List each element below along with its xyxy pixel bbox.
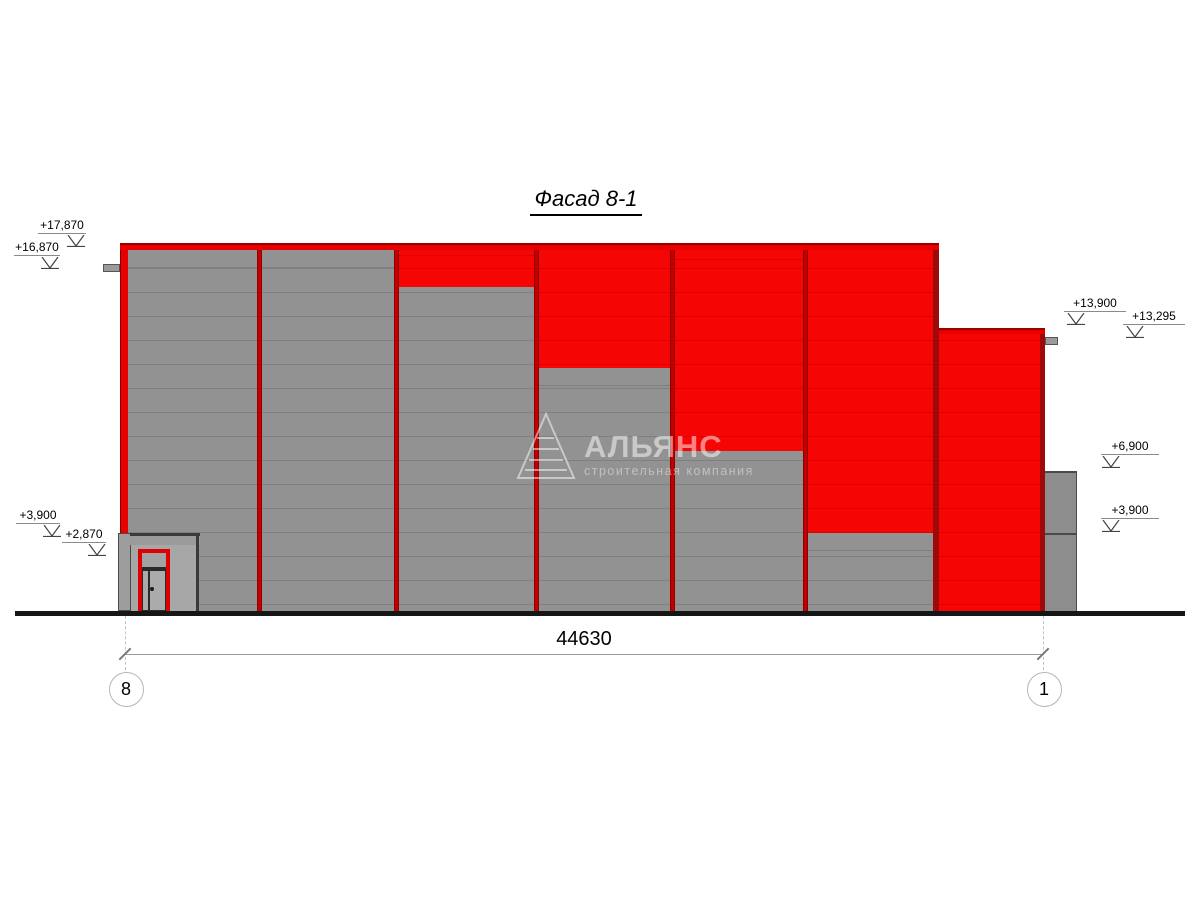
door-transom-window xyxy=(142,553,166,567)
page-title-text: Фасад 8-1 xyxy=(530,186,642,216)
door-handle xyxy=(149,587,154,591)
page-title: Фасад 8-1 xyxy=(441,186,731,216)
facade-bay-panel-gray-5 xyxy=(675,451,803,611)
gutter-outlet-1 xyxy=(103,264,120,272)
elevation-marker-label: +6,900 xyxy=(1101,439,1159,455)
side-block xyxy=(1045,471,1077,611)
facade-bay-panel-gray-4 xyxy=(539,368,670,611)
facade-mullion-5 xyxy=(803,250,808,611)
elevation-level-arrow-icon xyxy=(1126,325,1144,339)
axis-bubble-1: 1 xyxy=(1026,671,1062,707)
facade-bay-panel-gray-3 xyxy=(399,287,534,611)
annex-right-edge-strip xyxy=(1040,334,1045,611)
dimension-line xyxy=(125,654,1043,655)
elevation-level-arrow-icon xyxy=(43,524,61,538)
axis-extension-line-1 xyxy=(125,616,126,670)
facade-mullion-1 xyxy=(257,250,262,611)
facade-bay-panel-red-4 xyxy=(539,250,670,368)
entrance-canopy xyxy=(130,533,200,545)
facade-parapet-cap xyxy=(120,243,939,250)
elevation-marker-label: +17,870 xyxy=(38,218,86,234)
entrance-corner-shadow-line xyxy=(196,536,199,611)
annex-parapet-cap xyxy=(939,328,1045,334)
elevation-level-arrow-icon xyxy=(88,543,106,557)
elevation-level-arrow-icon xyxy=(1067,312,1085,326)
elevation-marker-label: +3,900 xyxy=(16,508,60,524)
facade-bay-panel-gray-2 xyxy=(262,250,394,611)
elevation-marker-label: +13,900 xyxy=(1064,296,1126,312)
elevation-marker-label: +16,870 xyxy=(14,240,60,256)
elevation-level-arrow-icon xyxy=(1102,455,1120,469)
elevation-marker-label: +2,870 xyxy=(62,527,106,543)
facade-mullion-2 xyxy=(394,250,399,611)
elevation-marker-label: +13,295 xyxy=(1123,309,1185,325)
corner-post xyxy=(118,533,131,611)
facade-bay-panel-red-3 xyxy=(399,250,534,287)
gutter-outlet-2 xyxy=(1045,337,1058,345)
elevation-level-arrow-icon xyxy=(67,234,85,248)
facade-bay-panel-red-5 xyxy=(675,250,803,451)
facade-bay-panel-red-6 xyxy=(808,250,933,533)
facade-right-edge-strip xyxy=(933,250,939,611)
side-block-split-line xyxy=(1045,533,1077,535)
dimension-label: 44630 xyxy=(556,628,612,650)
elevation-level-arrow-icon xyxy=(1102,519,1120,533)
facade-bay-panel-gray-6 xyxy=(808,533,933,611)
elevation-marker-label: +3,900 xyxy=(1101,503,1159,519)
ground-line xyxy=(15,611,1185,616)
facade-mullion-3 xyxy=(534,250,539,611)
facade-left-edge-strip xyxy=(120,250,128,533)
axis-bubble-8: 8 xyxy=(108,671,144,707)
axis-extension-line-2 xyxy=(1043,616,1044,670)
annex-facade-panel-red xyxy=(939,334,1040,611)
door-leaf-edge-line xyxy=(148,570,150,611)
elevation-level-arrow-icon xyxy=(41,256,59,270)
entrance-door-leaf xyxy=(142,570,166,611)
facade-mullion-4 xyxy=(670,250,675,611)
door-transom-bar xyxy=(142,567,166,570)
